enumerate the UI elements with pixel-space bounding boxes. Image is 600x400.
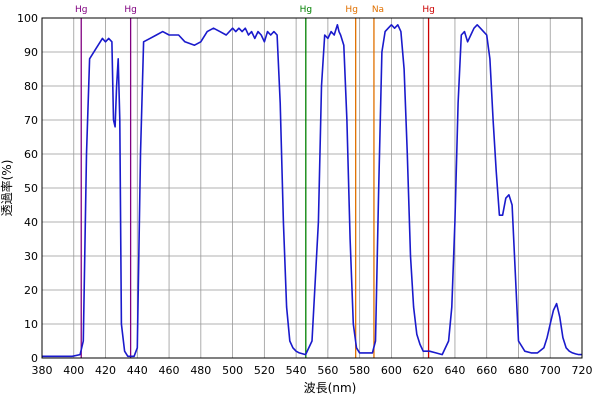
marker-label: Hg bbox=[300, 5, 312, 15]
x-tick-label: 520 bbox=[254, 364, 275, 377]
x-tick-label: 460 bbox=[159, 364, 180, 377]
spectral-line-markers bbox=[80, 18, 430, 358]
marker-label: Na bbox=[372, 5, 384, 15]
x-tick-label: 540 bbox=[286, 364, 307, 377]
marker-labels: Hg Hg Hg Hg Na Hg bbox=[75, 5, 435, 15]
x-tick-label: 660 bbox=[476, 364, 497, 377]
y-tick-label: 30 bbox=[24, 250, 38, 263]
x-tick-label: 700 bbox=[540, 364, 561, 377]
plot-frame bbox=[41, 17, 583, 359]
x-tick-label: 560 bbox=[317, 364, 338, 377]
marker-label: Hg bbox=[422, 5, 434, 15]
x-tick-label: 640 bbox=[444, 364, 465, 377]
y-tick-label: 90 bbox=[24, 46, 38, 59]
x-tick-label: 420 bbox=[95, 364, 116, 377]
y-axis-title: 透過率(%) bbox=[0, 160, 14, 217]
x-tick-label: 620 bbox=[413, 364, 434, 377]
x-tick-label: 400 bbox=[63, 364, 84, 377]
marker-label: Hg bbox=[124, 5, 136, 15]
y-tick-label: 0 bbox=[31, 352, 38, 365]
x-tick-labels: 380 400 420 440 460 480 500 520 540 560 580 600 620 6… bbox=[32, 364, 593, 377]
x-tick-label: 680 bbox=[508, 364, 529, 377]
data-series bbox=[42, 23, 582, 358]
y-tick-label: 70 bbox=[24, 114, 38, 127]
x-tick-label: 500 bbox=[222, 364, 243, 377]
x-axis-title: 波長(nm) bbox=[304, 381, 357, 395]
series-line-0 bbox=[42, 23, 582, 358]
y-tick-label: 80 bbox=[24, 80, 38, 93]
y-tick-label: 40 bbox=[24, 216, 38, 229]
grid-lines bbox=[41, 17, 583, 359]
x-tick-label: 480 bbox=[190, 364, 211, 377]
y-tick-label: 100 bbox=[17, 12, 38, 25]
x-tick-label: 440 bbox=[127, 364, 148, 377]
y-tick-label: 50 bbox=[24, 182, 38, 195]
y-tick-label: 10 bbox=[24, 318, 38, 331]
marker-label: Hg bbox=[75, 5, 87, 15]
marker-label: Hg bbox=[345, 5, 357, 15]
y-tick-label: 20 bbox=[24, 284, 38, 297]
y-tick-label: 60 bbox=[24, 148, 38, 161]
y-tick-labels: 0 10 20 30 40 50 60 70 80 90 100 bbox=[17, 12, 38, 365]
x-tick-label: 380 bbox=[32, 364, 53, 377]
x-tick-label: 580 bbox=[349, 364, 370, 377]
x-tick-label: 720 bbox=[572, 364, 593, 377]
x-tick-label: 600 bbox=[381, 364, 402, 377]
